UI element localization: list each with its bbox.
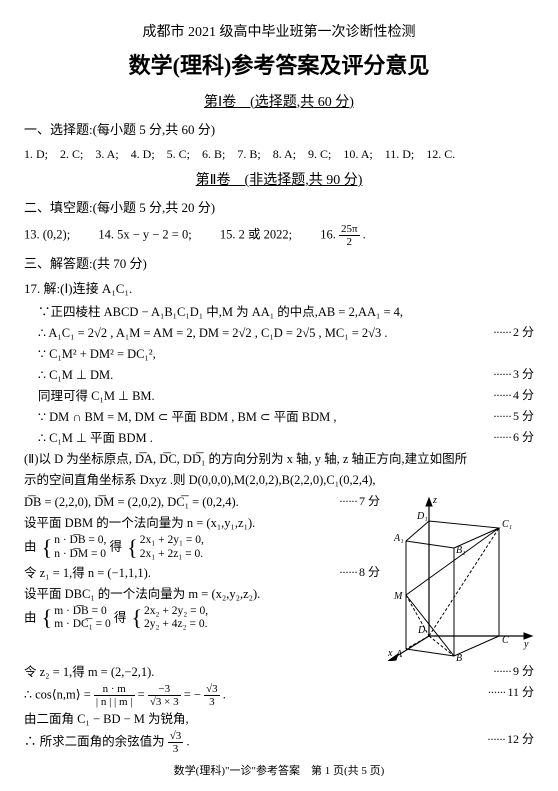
page-footer: 数学(理科)"一诊"参考答案 第 1 页(共 5 页) xyxy=(24,763,534,781)
svg-text:D₁: D₁ xyxy=(416,511,428,522)
exam-subtitle: 成都市 2021 级高中毕业班第一次诊断性检测 xyxy=(24,22,534,44)
q17-step: 令 z₂ = 1,得 m = (2,−2,1).9 分 xyxy=(24,662,534,682)
svg-text:x: x xyxy=(387,648,393,659)
part2-heading: 第Ⅱ卷 (非选择题,共 90 分) xyxy=(24,170,534,192)
fill-heading: 二、填空题:(每小题 5 分,共 20 分) xyxy=(24,198,534,219)
q17-step: ∴ 所求二面角的余弦值为 √33 . 12 分 xyxy=(24,730,534,755)
q17-step: ∵正四棱柱 ABCD − A₁B₁C₁D₁ 中,M 为 AA₁ 的中点,AB =… xyxy=(24,302,534,322)
q17-step: ∴ A₁C₁ = 2√2 , A₁M = AM = 2, DM = 2√2 , … xyxy=(24,323,534,343)
svg-text:C₁: C₁ xyxy=(502,519,512,530)
svg-text:C: C xyxy=(502,635,509,646)
svg-text:A₁: A₁ xyxy=(393,533,404,544)
exam-title: 数学(理科)参考答案及评分意见 xyxy=(24,48,534,83)
q17-step: ∵ C₁M² + DM² = DC₁², xyxy=(24,344,534,364)
q17-step: ∵ DM ∩ BM = M, DM ⊂ 平面 BDM , BM ⊂ 平面 BDM… xyxy=(24,407,534,427)
q17-head: 17. 解:(Ⅰ)连接 A₁C₁. xyxy=(24,279,534,300)
q17-step: 由 {n · D͞B = 0,n · D͞M = 0 得 {2x₁ + 2y₁ … xyxy=(24,534,380,562)
solution-heading: 三、解答题:(共 70 分) xyxy=(24,254,534,275)
q17-step: 令 z₁ = 1,得 n = (−1,1,1).8 分 xyxy=(24,563,380,583)
part1-heading: 第Ⅰ卷 (选择题,共 60 分) xyxy=(24,92,534,114)
q17-step: 示的空间直角坐标系 Dxyz .则 D(0,0,0),M(2,0,2),B(2,… xyxy=(24,470,534,490)
svg-text:D: D xyxy=(417,625,426,636)
svg-text:B: B xyxy=(456,653,462,661)
svg-text:M: M xyxy=(393,591,403,602)
q17-step: ∴ C₁M ⊥ DM.3 分 xyxy=(24,365,534,385)
svg-text:A: A xyxy=(395,649,403,660)
q17-step: 由二面角 C₁ − BD − M 为锐角, xyxy=(24,709,534,729)
q17-step: 由 {m · D͞B = 0m · DC͞₁ = 0 得 {2x₂ + 2y₂ … xyxy=(24,605,380,633)
q17-step: ∴ C₁M ⊥ 平面 BDM .6 分 xyxy=(24,428,534,448)
prism-diagram: z x y A B C D A₁ B₁ C₁ D₁ M xyxy=(384,491,534,661)
q17-step: 同理可得 C₁M ⊥ BM.4 分 xyxy=(24,386,534,406)
fill-answers: 13. (0,2); 14. 5x − y − 2 = 0; 15. 2 或 2… xyxy=(24,223,534,248)
mc-answers: 1. D; 2. C; 3. A; 4. D; 5. C; 6. B; 7. B… xyxy=(24,145,534,164)
svg-text:y: y xyxy=(523,639,529,650)
svg-text:z: z xyxy=(432,495,437,506)
q17-step: 设平面 DBM 的一个法向量为 n = (x₁,y₁,z₁). xyxy=(24,513,380,533)
q17-step: D͞B = (2,2,0), D͞M = (2,0,2), DC͞₁ = (0,… xyxy=(24,492,380,512)
svg-text:B₁: B₁ xyxy=(456,545,466,556)
q17-step: 设平面 DBC₁ 的一个法向量为 m = (x₂,y₂,z₂). xyxy=(24,584,380,604)
q17-step: (Ⅱ)以 D 为坐标原点, D͞A, D͞C, DD͞₁ 的方向分别为 x 轴,… xyxy=(24,449,534,469)
mc-heading: 一、选择题:(每小题 5 分,共 60 分) xyxy=(24,120,534,141)
q17-step: ∴ cos⟨n,m⟩ = n · m| n | | m | = −3√3 × 3… xyxy=(24,683,534,708)
